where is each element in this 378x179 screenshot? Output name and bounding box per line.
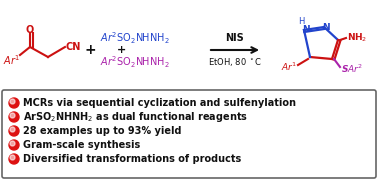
Text: $\mathit{Ar}^1$: $\mathit{Ar}^1$: [280, 61, 297, 73]
Circle shape: [9, 98, 19, 108]
Circle shape: [10, 127, 15, 132]
Text: $\mathit{Ar}^2\mathrm{SO_2NHNH_2}$: $\mathit{Ar}^2\mathrm{SO_2NHNH_2}$: [100, 54, 170, 70]
Text: ArSO$_2$NHNH$_2$ as dual functional reagents: ArSO$_2$NHNH$_2$ as dual functional reag…: [23, 110, 248, 124]
Circle shape: [10, 141, 15, 146]
Circle shape: [9, 154, 19, 164]
Text: CN: CN: [66, 42, 81, 52]
Circle shape: [9, 140, 19, 150]
Text: +: +: [84, 43, 96, 57]
Text: Diversified transformations of products: Diversified transformations of products: [23, 154, 241, 164]
Text: EtOH, 80 $^\circ$C: EtOH, 80 $^\circ$C: [208, 56, 262, 68]
FancyBboxPatch shape: [2, 90, 376, 178]
Text: 28 examples up to 93% yield: 28 examples up to 93% yield: [23, 126, 181, 136]
Circle shape: [10, 155, 15, 160]
Text: H: H: [298, 18, 304, 26]
Circle shape: [9, 112, 19, 122]
Text: N: N: [302, 25, 310, 33]
Text: N: N: [322, 23, 330, 33]
Text: $\mathit{Ar}^1$: $\mathit{Ar}^1$: [3, 53, 20, 67]
Text: $\mathit{Ar}^2\mathrm{SO_2NHNH_2}$: $\mathit{Ar}^2\mathrm{SO_2NHNH_2}$: [100, 30, 170, 46]
Text: NH$_2$: NH$_2$: [347, 32, 367, 44]
Text: +: +: [118, 45, 127, 55]
Text: O: O: [26, 25, 34, 35]
Circle shape: [10, 113, 15, 118]
Text: Gram-scale synthesis: Gram-scale synthesis: [23, 140, 140, 150]
Text: MCRs via sequential cyclization and sulfenylation: MCRs via sequential cyclization and sulf…: [23, 98, 296, 108]
Circle shape: [10, 99, 15, 104]
Text: S$\mathit{Ar}^2$: S$\mathit{Ar}^2$: [341, 63, 363, 75]
Circle shape: [9, 126, 19, 136]
Text: NIS: NIS: [226, 33, 244, 43]
